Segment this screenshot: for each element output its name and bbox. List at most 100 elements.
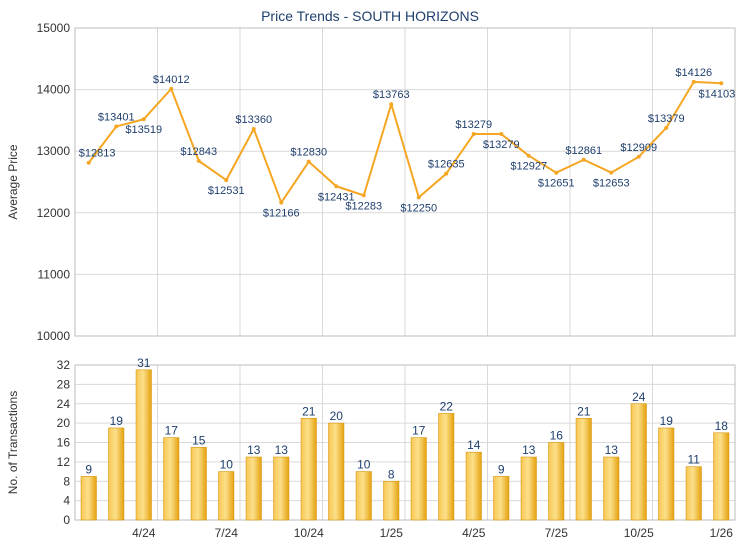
transaction-bar-label: 18 <box>715 419 729 433</box>
price-point <box>554 170 559 175</box>
price-data-label: $12431 <box>318 191 355 203</box>
transaction-bar-label: 13 <box>247 443 261 457</box>
transaction-bar-label: 9 <box>85 462 92 476</box>
price-data-label: $12830 <box>290 147 327 159</box>
price-point <box>251 127 256 132</box>
price-point <box>664 125 669 130</box>
price-data-label: $12651 <box>538 178 575 190</box>
transaction-bar <box>218 471 235 521</box>
transaction-bar-label: 21 <box>577 404 591 418</box>
transaction-bar-label: 8 <box>388 467 395 481</box>
price-data-label: $12166 <box>263 208 300 220</box>
transaction-bar <box>603 456 620 521</box>
transactions-y-tick-label: 20 <box>57 416 71 430</box>
price-point <box>609 170 614 175</box>
price-data-label: $12861 <box>565 145 602 157</box>
transaction-bar <box>383 480 400 521</box>
transaction-bar-label: 10 <box>220 458 234 472</box>
price-point <box>279 200 284 205</box>
price-y-tick-label: 13000 <box>37 144 71 158</box>
x-tick-label: 1/25 <box>380 526 404 540</box>
transaction-bar <box>685 466 702 521</box>
transaction-bar-label: 16 <box>550 429 564 443</box>
price-point <box>306 159 311 164</box>
price-data-label: $13279 <box>455 119 492 131</box>
transaction-bar <box>245 456 262 521</box>
price-data-label: $12927 <box>510 161 547 173</box>
x-tick-label: 4/25 <box>462 526 486 540</box>
transaction-bar-label: 17 <box>165 424 179 438</box>
transactions-y-tick-label: 16 <box>57 436 71 450</box>
transaction-bar-label: 19 <box>110 414 124 428</box>
price-data-label: $12531 <box>208 185 245 197</box>
x-tick-label: 4/24 <box>132 526 156 540</box>
transaction-bar <box>273 456 290 521</box>
transaction-bar-label: 19 <box>660 414 674 428</box>
price-point <box>416 195 421 200</box>
x-tick-label: 10/25 <box>624 526 654 540</box>
transaction-bar <box>520 456 537 521</box>
price-line <box>87 80 722 204</box>
transaction-bar-label: 13 <box>275 443 289 457</box>
price-data-label: $12653 <box>593 178 630 190</box>
transaction-bar <box>80 476 97 521</box>
transactions-y-tick-label: 32 <box>57 358 71 372</box>
chart-labels: 10000 11000 12000 13000 14000 15000 0 4 8 12 16 20 2… <box>6 21 735 540</box>
price-line-series <box>86 79 724 205</box>
transaction-bar <box>493 476 510 521</box>
price-y-tick-label: 12000 <box>37 206 71 220</box>
price-y-axis-title: Average Price <box>6 144 20 219</box>
transaction-bar <box>575 417 592 521</box>
price-data-label: $13519 <box>125 124 162 136</box>
price-data-label: $13401 <box>98 111 135 123</box>
transactions-y-axis-title: No. of Transactions <box>6 391 20 494</box>
transaction-bar-label: 14 <box>467 438 481 452</box>
transaction-bar <box>438 413 455 521</box>
transactions-y-tick-label: 12 <box>57 455 71 469</box>
transaction-bar-label: 17 <box>412 424 426 438</box>
price-point <box>444 171 449 176</box>
transaction-bar <box>630 403 647 521</box>
price-point <box>499 132 504 137</box>
price-data-label: $14126 <box>675 67 712 79</box>
transaction-bar <box>135 369 152 521</box>
price-data-label: $12250 <box>400 202 437 214</box>
transaction-bar-label: 11 <box>688 453 701 467</box>
price-point <box>389 102 394 107</box>
transaction-bar <box>410 437 427 521</box>
price-point <box>196 158 201 163</box>
price-data-label: $12843 <box>180 146 217 158</box>
price-point <box>581 157 586 162</box>
price-data-label: $14103 <box>699 88 736 100</box>
x-tick-label: 1/26 <box>710 526 734 540</box>
transactions-y-tick-label: 8 <box>63 474 70 488</box>
transaction-bar-label: 15 <box>192 433 206 447</box>
x-tick-label: 7/24 <box>215 526 239 540</box>
transactions-plot-area <box>74 364 736 521</box>
bar-series <box>80 369 730 521</box>
transaction-bar <box>548 442 565 521</box>
transaction-bar-label: 21 <box>302 404 316 418</box>
price-point <box>471 132 476 137</box>
transactions-y-tick-label: 0 <box>63 513 70 527</box>
transaction-bar-label: 13 <box>605 443 619 457</box>
price-data-label: $12909 <box>620 142 657 154</box>
transaction-bar-label: 10 <box>357 458 371 472</box>
transaction-bar-label: 31 <box>137 356 151 370</box>
price-data-label: $12635 <box>428 159 465 171</box>
transaction-bar <box>658 427 675 521</box>
transactions-y-tick-label: 28 <box>57 377 71 391</box>
price-point <box>334 184 339 189</box>
price-data-label: $13279 <box>483 139 520 151</box>
price-data-label: $13379 <box>648 113 685 125</box>
price-point <box>719 81 724 86</box>
transaction-bar <box>108 427 125 521</box>
price-data-label: $12813 <box>79 148 116 160</box>
price-data-label: $13763 <box>373 89 410 101</box>
transaction-bar <box>713 432 730 521</box>
x-tick-label: 10/24 <box>294 526 324 540</box>
transactions-y-tick-label: 4 <box>63 494 70 508</box>
transaction-bar <box>328 422 345 521</box>
